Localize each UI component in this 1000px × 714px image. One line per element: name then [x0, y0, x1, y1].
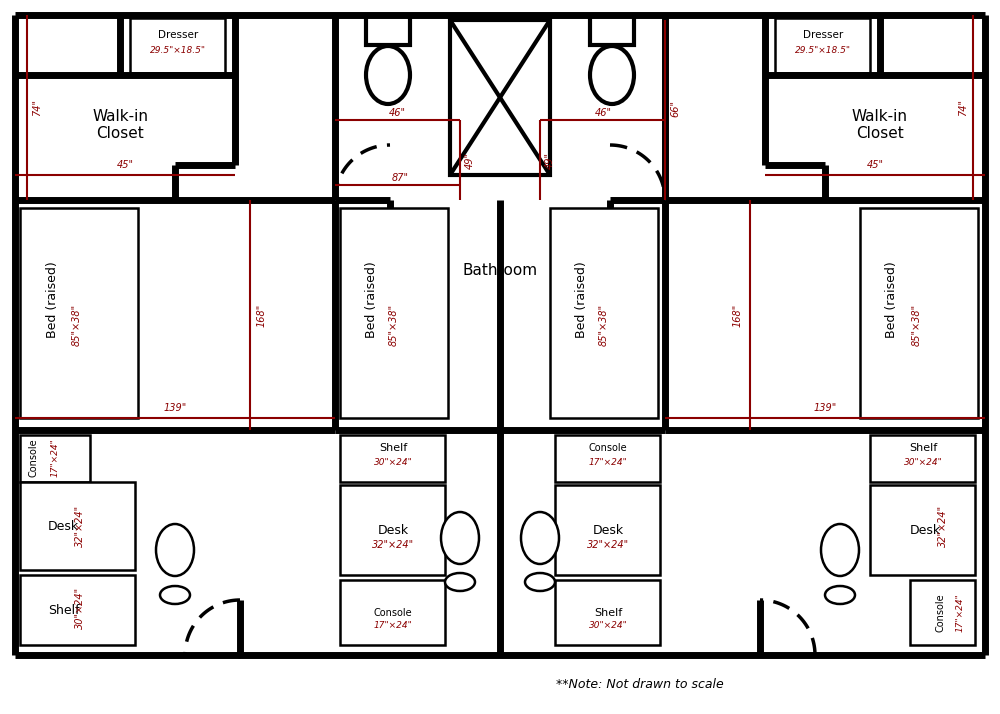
- Text: Bed (raised): Bed (raised): [574, 261, 588, 338]
- Text: Shelf: Shelf: [48, 603, 80, 616]
- Text: Desk: Desk: [910, 523, 941, 536]
- Bar: [130, 18, 225, 73]
- Text: 30"×24": 30"×24": [75, 587, 85, 629]
- Text: 87": 87": [392, 173, 409, 183]
- Text: Dresser: Dresser: [803, 30, 843, 40]
- Text: Walk-in
Closet: Walk-in Closet: [852, 109, 908, 141]
- Text: Console: Console: [589, 443, 627, 453]
- Text: 30"×24": 30"×24": [374, 458, 412, 466]
- Text: 30"×24": 30"×24": [589, 621, 627, 630]
- Bar: [450, 20, 550, 175]
- Ellipse shape: [590, 46, 634, 104]
- Ellipse shape: [825, 586, 855, 604]
- Ellipse shape: [441, 512, 479, 564]
- Bar: [870, 485, 975, 575]
- Bar: [340, 580, 445, 645]
- Text: Bed (raised): Bed (raised): [365, 261, 378, 338]
- Ellipse shape: [521, 512, 559, 564]
- Text: Bed (raised): Bed (raised): [886, 261, 898, 338]
- Ellipse shape: [821, 524, 859, 576]
- Bar: [20, 575, 135, 645]
- Bar: [555, 580, 660, 645]
- Text: 45": 45": [117, 160, 134, 170]
- Ellipse shape: [366, 46, 410, 104]
- Text: Shelf: Shelf: [379, 443, 407, 453]
- Text: Bed (raised): Bed (raised): [46, 261, 59, 338]
- Bar: [20, 482, 135, 570]
- Text: 139": 139": [163, 403, 187, 413]
- Text: 49": 49": [465, 151, 475, 169]
- Bar: [870, 435, 975, 482]
- Text: 32"×24": 32"×24": [75, 505, 85, 547]
- Ellipse shape: [156, 524, 194, 576]
- Text: Desk: Desk: [377, 523, 409, 536]
- Ellipse shape: [445, 573, 475, 591]
- Bar: [860, 208, 978, 418]
- Bar: [555, 435, 660, 482]
- Text: Walk-in
Closet: Walk-in Closet: [92, 109, 148, 141]
- Ellipse shape: [160, 586, 190, 604]
- Bar: [910, 580, 975, 645]
- Text: 32"×24": 32"×24": [587, 540, 629, 550]
- Text: 85"×38": 85"×38": [389, 304, 399, 346]
- Text: Shelf: Shelf: [909, 443, 937, 453]
- Text: 85"×38": 85"×38": [912, 304, 922, 346]
- Ellipse shape: [525, 573, 555, 591]
- Text: 85"×38": 85"×38": [599, 304, 609, 346]
- Text: **Note: Not drawn to scale: **Note: Not drawn to scale: [556, 678, 724, 691]
- Text: Console: Console: [374, 608, 412, 618]
- Text: Bathroom: Bathroom: [462, 263, 538, 278]
- Text: 139": 139": [813, 403, 837, 413]
- Text: 45": 45": [866, 160, 884, 170]
- Text: 46": 46": [594, 108, 612, 118]
- Bar: [590, 15, 634, 45]
- Text: 74": 74": [32, 99, 42, 116]
- Text: 30"×24": 30"×24": [904, 458, 942, 466]
- Text: 17"×24": 17"×24": [956, 593, 964, 633]
- Text: 17"×24": 17"×24": [374, 621, 412, 630]
- Text: 66": 66": [670, 99, 680, 116]
- Text: 32"×24": 32"×24": [938, 505, 948, 547]
- Text: 32"×24": 32"×24": [372, 540, 414, 550]
- Text: 49": 49": [545, 151, 555, 169]
- Text: 17"×24": 17"×24": [51, 438, 60, 478]
- Text: 46": 46": [389, 108, 406, 118]
- Text: 85"×38": 85"×38": [72, 304, 82, 346]
- Bar: [340, 208, 448, 418]
- Text: 168": 168": [733, 303, 743, 326]
- Text: 17"×24": 17"×24": [589, 458, 627, 466]
- Text: 168": 168": [257, 303, 267, 326]
- Bar: [20, 208, 138, 418]
- Bar: [20, 435, 90, 482]
- Text: Desk: Desk: [48, 520, 79, 533]
- Text: 74": 74": [958, 99, 968, 116]
- Text: Console: Console: [935, 593, 945, 633]
- Bar: [340, 485, 445, 575]
- Bar: [775, 18, 870, 73]
- Text: Desk: Desk: [592, 523, 624, 536]
- Text: 29.5"×18.5": 29.5"×18.5": [795, 46, 851, 54]
- Bar: [340, 435, 445, 482]
- Text: Shelf: Shelf: [594, 608, 622, 618]
- Text: Dresser: Dresser: [158, 30, 198, 40]
- Bar: [550, 208, 658, 418]
- Bar: [555, 485, 660, 575]
- Bar: [366, 15, 410, 45]
- Text: Console: Console: [28, 438, 38, 478]
- Text: 29.5"×18.5": 29.5"×18.5": [150, 46, 206, 54]
